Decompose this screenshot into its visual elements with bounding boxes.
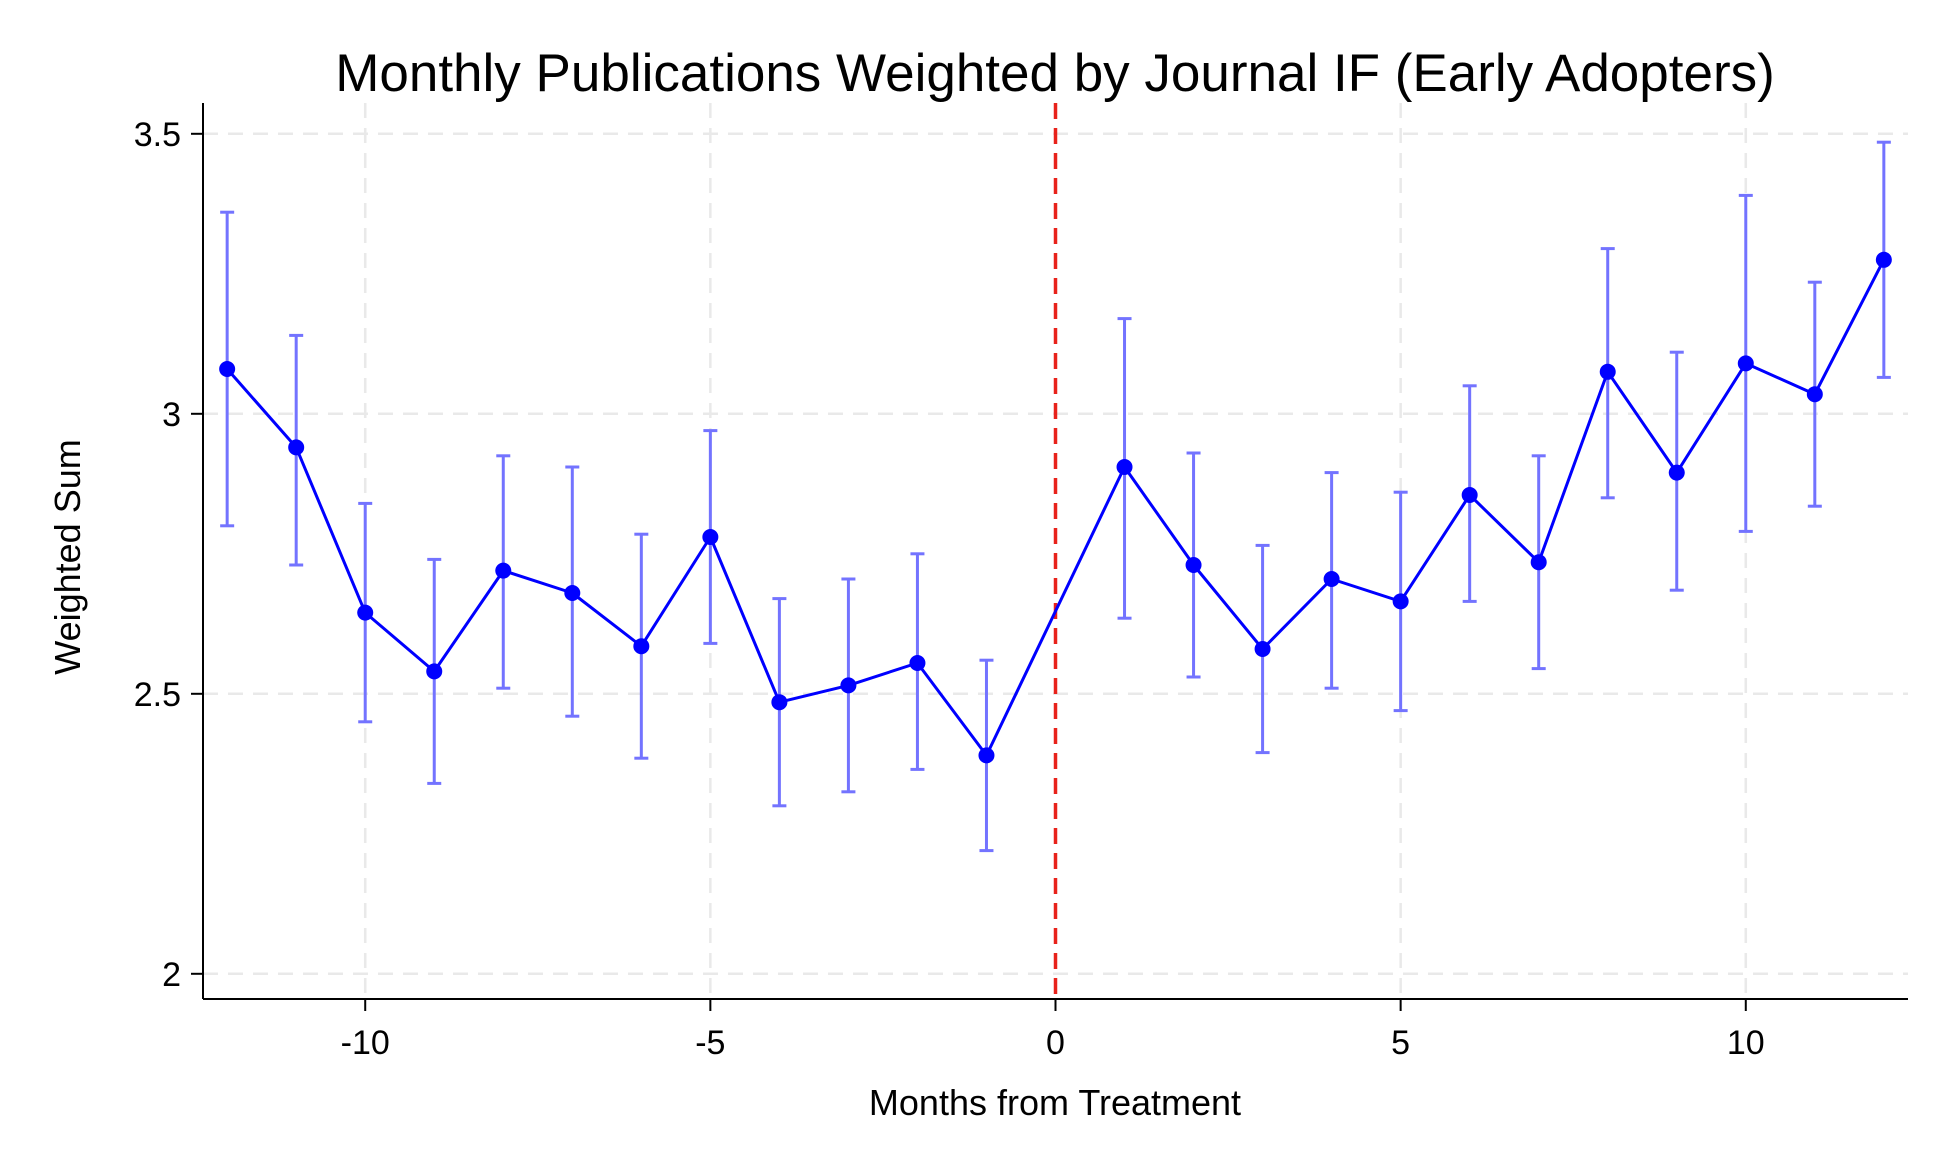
data-point	[1392, 593, 1409, 610]
line-layer	[226, 259, 1886, 757]
series-line	[226, 259, 1886, 757]
data-point	[909, 655, 926, 671]
axes-layer: 2 2.5 3 3.5 -10 -5 0 5 10	[134, 103, 1908, 1062]
data-point	[1806, 386, 1823, 403]
data-point	[564, 585, 581, 601]
data-point	[978, 747, 995, 764]
x-tick-label: 0	[1046, 1024, 1065, 1062]
y-axis-label: Weighted Sum	[47, 439, 88, 674]
data-point	[1599, 363, 1616, 380]
data-point	[1737, 355, 1754, 372]
data-point	[1254, 641, 1271, 657]
y-tick-label: 2	[162, 956, 181, 994]
data-point	[1875, 251, 1892, 268]
data-point	[1668, 464, 1685, 481]
x-tick-label: 10	[1727, 1024, 1765, 1062]
data-point	[633, 638, 650, 655]
y-tick-label: 2.5	[134, 676, 181, 714]
data-point	[702, 529, 719, 545]
x-tick-label: 5	[1391, 1024, 1410, 1062]
data-point	[495, 562, 512, 579]
point-layer	[219, 251, 1892, 764]
data-point	[1530, 554, 1547, 571]
x-tick-label: -10	[341, 1024, 390, 1062]
data-point	[1116, 459, 1133, 475]
x-axis-label: Months from Treatment	[869, 1082, 1241, 1123]
data-point	[219, 361, 236, 377]
data-point	[840, 677, 857, 694]
chart-title: Monthly Publications Weighted by Journal…	[335, 44, 1775, 103]
data-point	[288, 439, 305, 456]
data-point	[1461, 487, 1478, 503]
y-tick-label: 3.5	[134, 116, 181, 154]
x-tick-label: -5	[695, 1024, 725, 1062]
y-tick-label: 3	[162, 396, 181, 434]
data-point	[357, 604, 374, 621]
data-point	[771, 694, 788, 711]
data-point	[426, 663, 443, 680]
data-point	[1323, 571, 1340, 587]
data-point	[1185, 557, 1202, 573]
